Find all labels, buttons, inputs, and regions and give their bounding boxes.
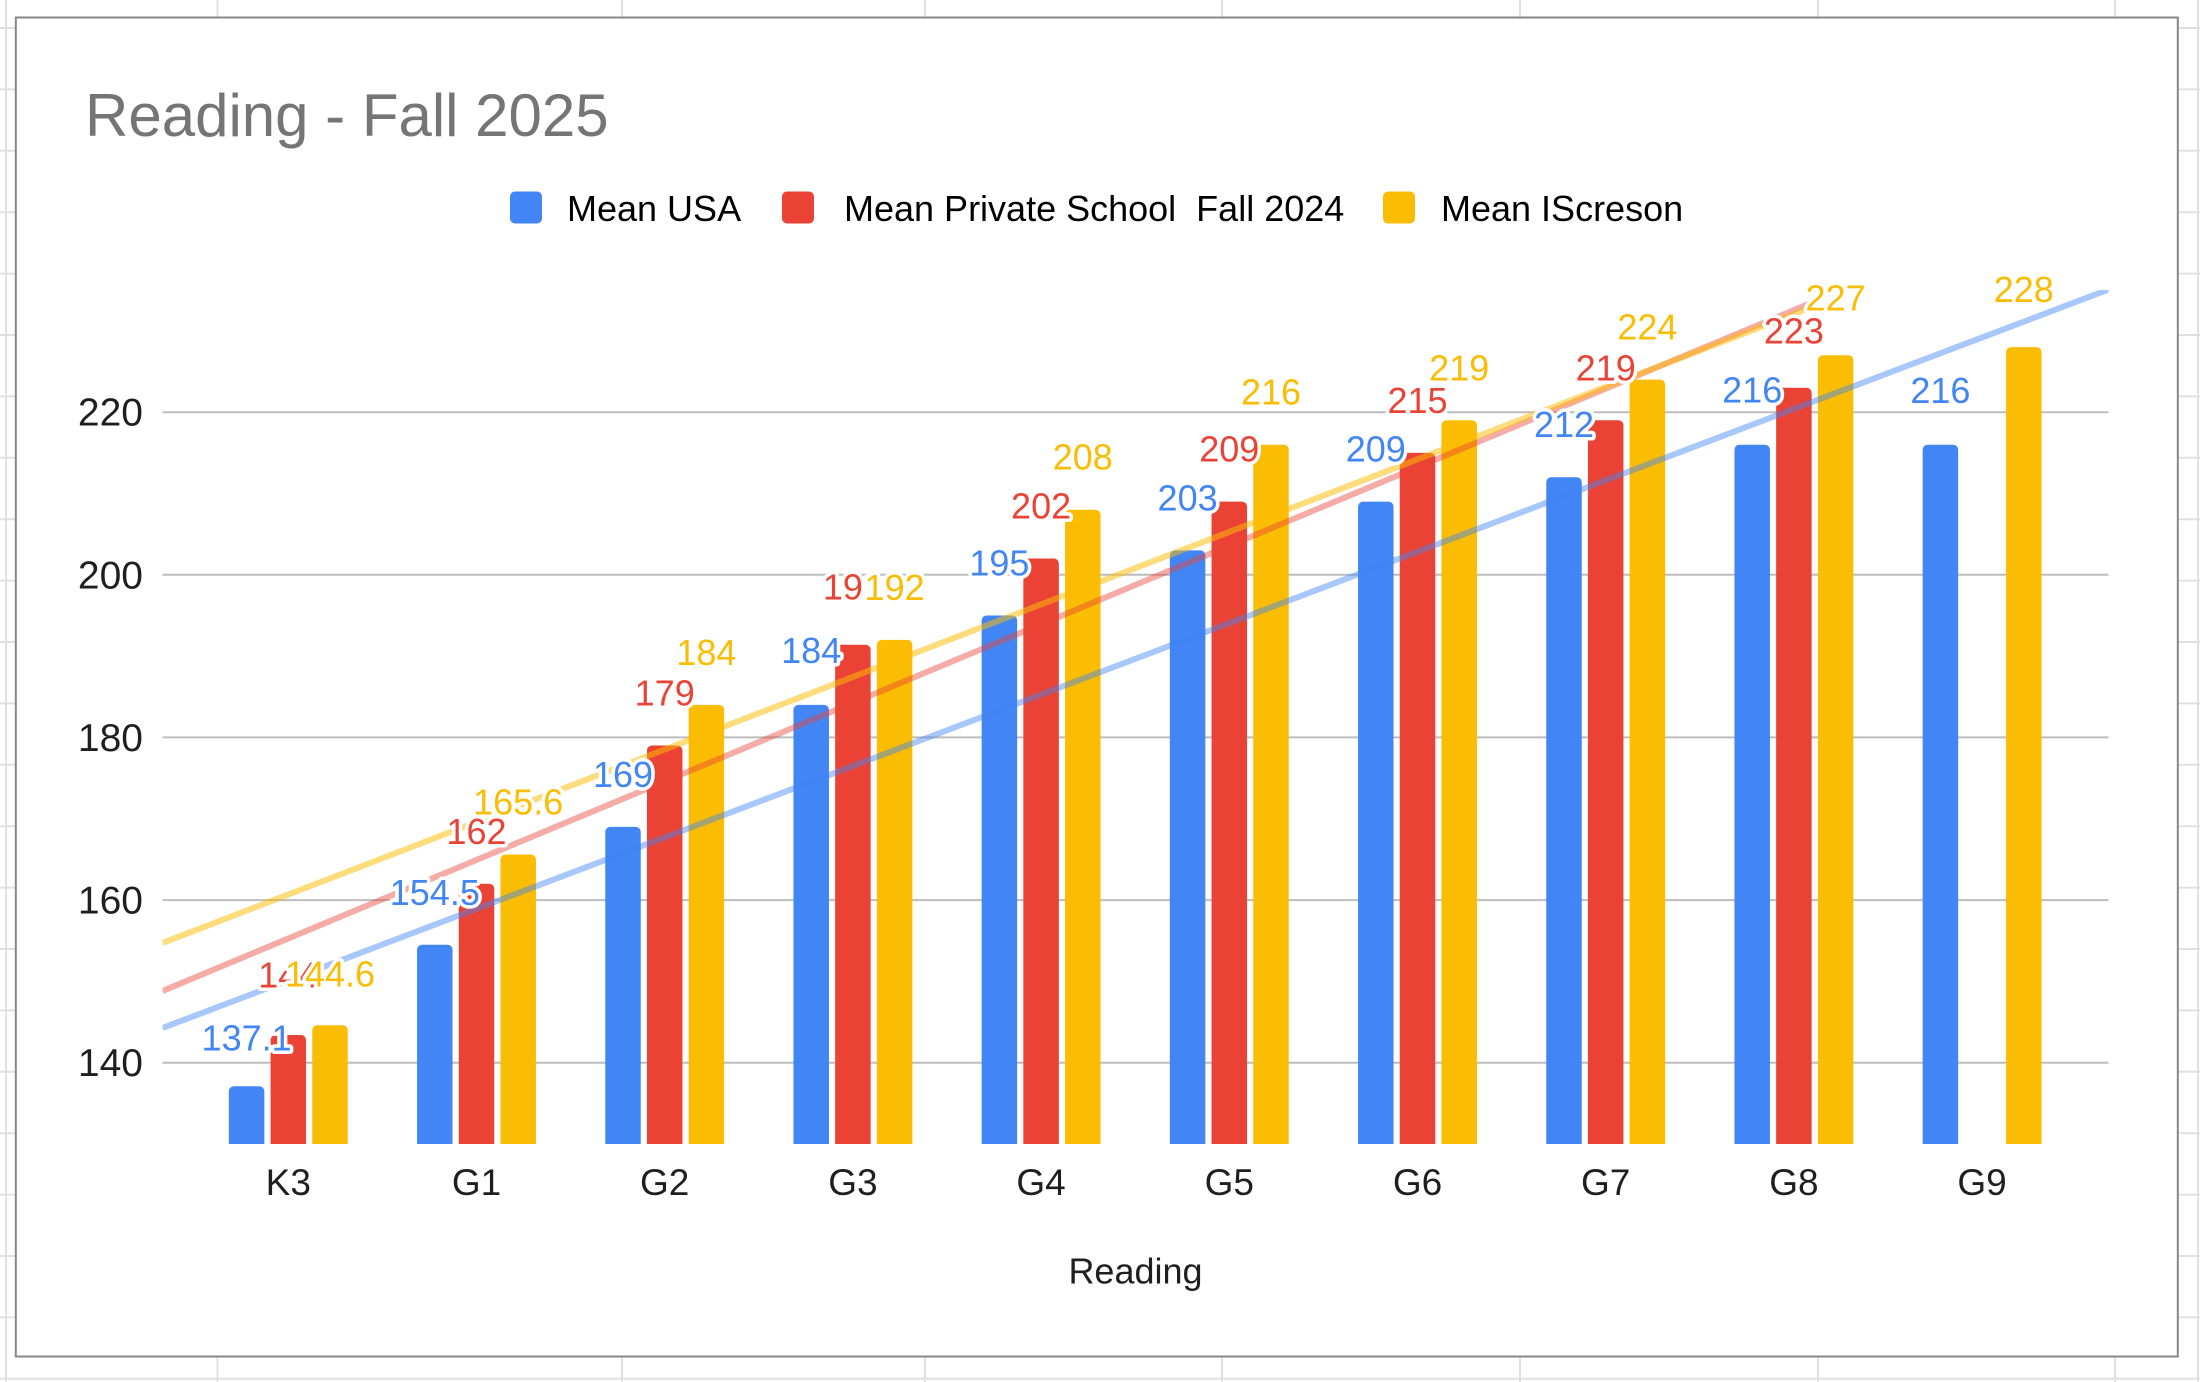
svg-text:169: 169 xyxy=(593,754,653,795)
svg-text:216: 216 xyxy=(1241,372,1301,413)
svg-text:Reading - Fall 2025: Reading - Fall 2025 xyxy=(85,82,609,149)
svg-text:209: 209 xyxy=(1346,429,1406,470)
svg-text:219: 219 xyxy=(1429,347,1489,388)
svg-text:K3: K3 xyxy=(266,1162,311,1203)
svg-text:Reading: Reading xyxy=(1068,1251,1202,1292)
svg-text:202: 202 xyxy=(1011,486,1071,527)
svg-text:162: 162 xyxy=(446,811,506,852)
svg-text:216: 216 xyxy=(1722,370,1782,411)
svg-text:195: 195 xyxy=(969,543,1029,584)
svg-text:G3: G3 xyxy=(828,1162,877,1203)
svg-text:165.6: 165.6 xyxy=(473,782,563,823)
svg-text:220: 220 xyxy=(78,392,143,435)
svg-text:180: 180 xyxy=(78,717,143,760)
svg-text:140: 140 xyxy=(78,1042,143,1085)
svg-text:144.6: 144.6 xyxy=(285,953,375,994)
svg-text:224: 224 xyxy=(1617,307,1677,348)
svg-text:137.1: 137.1 xyxy=(202,1017,292,1058)
svg-text:192: 192 xyxy=(865,567,925,608)
svg-text:209: 209 xyxy=(1199,429,1259,470)
svg-text:Mean USA: Mean USA xyxy=(567,188,741,229)
svg-text:G9: G9 xyxy=(1957,1162,2006,1203)
svg-text:G5: G5 xyxy=(1205,1162,1254,1203)
svg-text:212: 212 xyxy=(1534,404,1594,445)
svg-text:208: 208 xyxy=(1053,437,1113,478)
svg-text:G1: G1 xyxy=(452,1162,501,1203)
svg-text:215: 215 xyxy=(1387,380,1447,421)
svg-text:219: 219 xyxy=(1576,347,1636,388)
svg-text:G8: G8 xyxy=(1769,1162,1818,1203)
svg-text:184: 184 xyxy=(676,632,736,673)
svg-text:216: 216 xyxy=(1910,370,1970,411)
svg-text:227: 227 xyxy=(1806,278,1866,319)
svg-text:179: 179 xyxy=(635,673,695,714)
svg-text:Mean IScreson: Mean IScreson xyxy=(1441,188,1683,229)
svg-text:191: 191 xyxy=(823,567,883,608)
svg-text:184: 184 xyxy=(781,630,841,671)
svg-text:160: 160 xyxy=(78,880,143,923)
svg-text:223: 223 xyxy=(1764,310,1824,351)
svg-text:154.5: 154.5 xyxy=(390,872,480,913)
svg-text:203: 203 xyxy=(1158,477,1218,518)
svg-text:144: 144 xyxy=(258,955,318,996)
svg-text:200: 200 xyxy=(78,554,143,597)
svg-text:G4: G4 xyxy=(1016,1162,1065,1203)
svg-text:Mean Private School Fall 2024: Mean Private School Fall 2024 xyxy=(844,188,1344,229)
svg-text:G2: G2 xyxy=(640,1162,689,1203)
svg-text:G6: G6 xyxy=(1393,1162,1442,1203)
svg-text:G7: G7 xyxy=(1581,1162,1630,1203)
svg-text:228: 228 xyxy=(1994,269,2054,310)
